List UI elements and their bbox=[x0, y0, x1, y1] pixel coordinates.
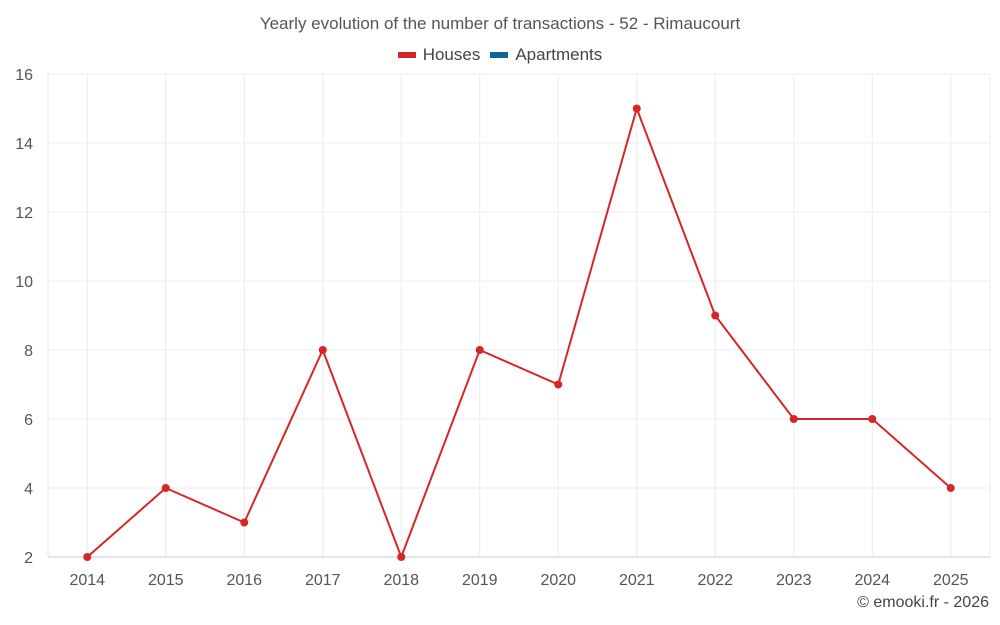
x-tick-label-2017: 2017 bbox=[305, 572, 341, 589]
data-point-houses-2016 bbox=[240, 518, 249, 527]
x-tick-label-2024: 2024 bbox=[854, 572, 890, 589]
data-point-houses-2022 bbox=[711, 311, 720, 320]
grid bbox=[47, 73, 991, 558]
data-point-houses-2018 bbox=[397, 553, 406, 561]
y-tick-label-16: 16 bbox=[15, 67, 33, 84]
y-tick-label-6: 6 bbox=[24, 412, 33, 429]
data-point-houses-2023 bbox=[789, 415, 798, 423]
y-tick-label-2: 2 bbox=[24, 550, 33, 567]
chart-title: Yearly evolution of the number of transa… bbox=[259, 14, 741, 33]
credit-text: © emooki.fr - 2026 bbox=[857, 594, 989, 611]
legend-item-houses[interactable]: Houses bbox=[397, 45, 481, 65]
y-axis: 2 4 6 8 10 12 14 16 bbox=[15, 67, 33, 567]
data-point-houses-2014 bbox=[83, 553, 92, 561]
x-tick-label-2018: 2018 bbox=[383, 572, 419, 589]
data-point-houses-2019 bbox=[475, 346, 484, 354]
data-point-houses-2020 bbox=[554, 380, 563, 389]
data-point-houses-2025 bbox=[946, 484, 955, 492]
x-tick-label-2021: 2021 bbox=[619, 572, 655, 589]
data-point-houses-2017 bbox=[318, 346, 327, 354]
x-tick-label-2023: 2023 bbox=[776, 572, 812, 589]
data-point-houses-2015 bbox=[161, 484, 170, 492]
y-tick-label-14: 14 bbox=[15, 136, 33, 153]
series-points bbox=[83, 104, 955, 561]
y-tick-label-4: 4 bbox=[24, 481, 33, 498]
legend-swatch-apartments bbox=[490, 52, 509, 58]
x-tick-label-2014: 2014 bbox=[69, 572, 105, 589]
series-line-houses bbox=[86, 107, 952, 558]
legend-label-apartments: Apartments bbox=[515, 45, 603, 64]
x-axis: 2014 2015 2016 2017 2018 2019 2020 2021 2022 2023… bbox=[69, 572, 968, 589]
x-tick-label-2019: 2019 bbox=[462, 572, 498, 589]
y-tick-label-8: 8 bbox=[24, 343, 33, 360]
data-point-houses-2024 bbox=[868, 415, 877, 423]
chart-legend: Houses Apartments bbox=[0, 45, 1000, 65]
y-tick-label-12: 12 bbox=[15, 205, 33, 222]
series-lines bbox=[86, 107, 952, 558]
x-tick-label-2016: 2016 bbox=[226, 572, 262, 589]
data-point-houses-2021 bbox=[632, 104, 641, 113]
x-tick-label-2020: 2020 bbox=[540, 572, 576, 589]
x-tick-label-2025: 2025 bbox=[933, 572, 969, 589]
legend-label-houses: Houses bbox=[422, 45, 481, 64]
x-tick-label-2022: 2022 bbox=[697, 572, 733, 589]
legend-item-apartments[interactable]: Apartments bbox=[490, 45, 602, 65]
x-tick-label-2015: 2015 bbox=[148, 572, 184, 589]
legend-swatch-houses bbox=[397, 52, 416, 58]
y-tick-label-10: 10 bbox=[15, 274, 33, 291]
